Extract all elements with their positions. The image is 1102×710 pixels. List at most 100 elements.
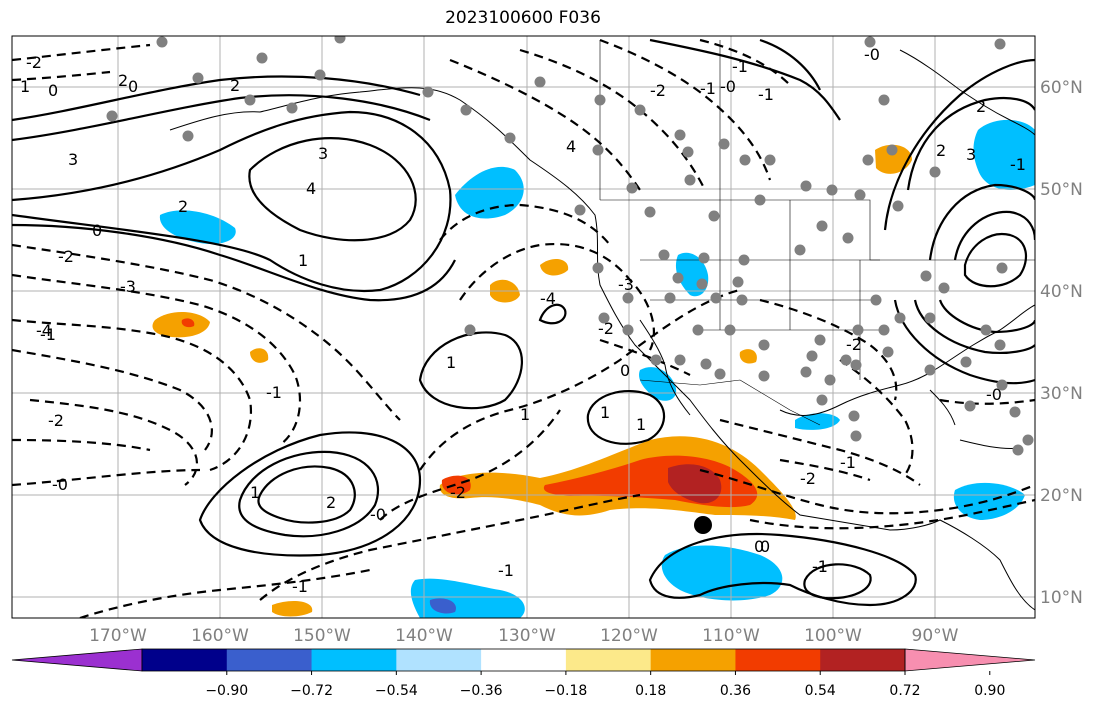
station-dot (244, 94, 256, 106)
station-dot (700, 358, 712, 370)
station-dot (994, 38, 1006, 50)
colorbar-label: 0.54 (805, 683, 836, 699)
lat-lon-grid (12, 36, 1035, 618)
station-dot (684, 174, 696, 186)
contour-label: -1 (758, 85, 774, 104)
anomaly-region-tropical-pacific (661, 545, 783, 601)
contour-label: 2 (230, 76, 240, 95)
colorbar-segment (142, 649, 228, 671)
contour-label: -2 (800, 469, 816, 488)
station-dot (422, 86, 434, 98)
colorbar-segment (481, 649, 567, 671)
station-dot (286, 102, 298, 114)
contour-label: 2 (118, 71, 128, 90)
station-dot (758, 339, 770, 351)
station-dot (732, 276, 744, 288)
station-dot (334, 36, 346, 44)
station-dot (754, 194, 766, 206)
station-dot (994, 339, 1006, 351)
station-dot (698, 252, 710, 264)
contour-label: -1 (40, 325, 56, 344)
contour-label: -0 (864, 45, 880, 64)
y-tick-label: 60°N (1040, 78, 1083, 98)
colorbar-segment (311, 649, 397, 671)
station-dot (864, 36, 876, 48)
colorbar-label: −0.36 (460, 683, 503, 699)
colorbar-extend-low (11, 648, 143, 672)
station-dot (674, 129, 686, 141)
station-dot (622, 292, 634, 304)
station-dot (534, 76, 546, 88)
station-dot (592, 144, 604, 156)
contour-label: 0 (760, 537, 770, 556)
colorbar-label: 0.72 (889, 683, 920, 699)
contour-label: 1 (20, 77, 30, 96)
colorbar-segment (565, 649, 652, 671)
contour-label: 0 (754, 537, 764, 556)
station-dot (892, 200, 904, 212)
contour-label: -0 (720, 77, 736, 96)
contours-positive (12, 38, 1035, 607)
station-markers (106, 36, 1034, 456)
contour-label: -2 (26, 53, 42, 72)
station-dot (894, 312, 906, 324)
contour-label: -1 (292, 577, 308, 596)
contour-label: -2 (650, 81, 666, 100)
station-dot (886, 144, 898, 156)
x-tick-label: 130°W (498, 626, 556, 646)
contour-label: 3 (966, 145, 976, 164)
colorbar-label: −0.54 (375, 683, 418, 699)
contour-label: -2 (48, 411, 64, 430)
station-dot (996, 262, 1008, 274)
contours-negative (12, 38, 1035, 618)
x-tick-label: 100°W (804, 626, 862, 646)
contour-label: -1 (732, 57, 748, 76)
anomaly-region-california-coast (540, 258, 569, 276)
station-dot (870, 294, 882, 306)
colorbar-outline (141, 648, 906, 672)
colorbar-label: 0.90 (974, 683, 1005, 699)
station-dot (674, 354, 686, 366)
y-tick-label: 30°N (1040, 384, 1083, 404)
anomaly-region-texas (795, 413, 840, 430)
y-tick-label: 40°N (1040, 282, 1083, 302)
station-dot (840, 354, 852, 366)
station-dot (192, 72, 204, 84)
contour-label: -1 (700, 79, 716, 98)
contour-label: -3 (120, 277, 136, 296)
anomaly-region-gulf-west (441, 475, 471, 495)
y-tick-label: 50°N (1040, 180, 1083, 200)
station-dot (714, 368, 726, 380)
map-frame (11, 35, 1036, 619)
x-tick-label: 160°W (191, 626, 249, 646)
anomaly-region-central-pacific-core (181, 318, 195, 328)
station-dot (682, 146, 694, 158)
station-dot (924, 364, 936, 376)
station-dot (1012, 444, 1024, 456)
station-dot (724, 324, 736, 336)
station-dot (634, 104, 646, 116)
station-dot (106, 110, 118, 122)
station-dot (738, 254, 750, 266)
contour-label: -2 (846, 335, 862, 354)
station-dot (929, 166, 941, 178)
contour-label: -1 (1010, 155, 1026, 174)
station-dot (800, 180, 812, 192)
station-dot (764, 154, 776, 166)
anomaly-region-central-pacific (152, 311, 210, 338)
station-dot (664, 292, 676, 304)
x-tick-label: 150°W (293, 626, 351, 646)
station-dot (718, 138, 730, 150)
shaded-anomalies (152, 119, 1035, 618)
contour-label: -1 (840, 453, 856, 472)
colorbar: −0.90 −0.72 −0.54 −0.36 −0.18 0.18 0.36 0.54 0.7… (11, 648, 1036, 699)
contour-label: 1 (446, 353, 456, 372)
station-dot (739, 154, 751, 166)
contour-label: 0 (128, 77, 138, 96)
station-dot (672, 272, 684, 284)
station-dot (708, 210, 720, 222)
storm-center-marker (694, 516, 712, 534)
contour-label: 1 (600, 403, 610, 422)
station-dot (736, 294, 748, 306)
